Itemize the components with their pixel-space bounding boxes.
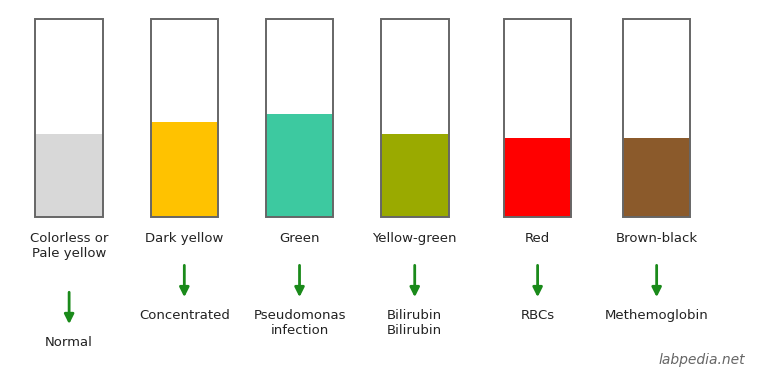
Text: RBCs: RBCs [521,309,554,322]
Bar [381,19,449,217]
Text: Dark yellow: Dark yellow [145,232,223,245]
Bar [381,134,449,217]
Bar [35,19,103,217]
Bar [504,19,571,217]
Bar [35,19,103,217]
Text: Concentrated: Concentrated [139,309,230,322]
Text: Pseudomonas
infection: Pseudomonas infection [253,309,346,337]
Bar [381,19,449,217]
Text: Yellow-green: Yellow-green [372,232,457,245]
Bar [623,138,690,217]
Text: Methemoglobin: Methemoglobin [604,309,709,322]
Bar [504,19,571,217]
Bar [151,19,218,217]
Bar [623,19,690,217]
Text: Brown-black: Brown-black [616,232,697,245]
Bar [266,19,333,217]
Bar [266,19,333,217]
Text: Normal: Normal [45,336,93,349]
Text: Colorless or
Pale yellow: Colorless or Pale yellow [30,232,108,260]
Text: Green: Green [280,232,319,245]
Text: Bilirubin
Bilirubin: Bilirubin Bilirubin [387,309,442,337]
Text: labpedia.net: labpedia.net [658,353,745,367]
Bar [266,114,333,217]
Bar [504,138,571,217]
Bar [623,19,690,217]
Bar [151,122,218,217]
Text: Red: Red [525,232,550,245]
Bar [35,134,103,217]
Bar [151,19,218,217]
